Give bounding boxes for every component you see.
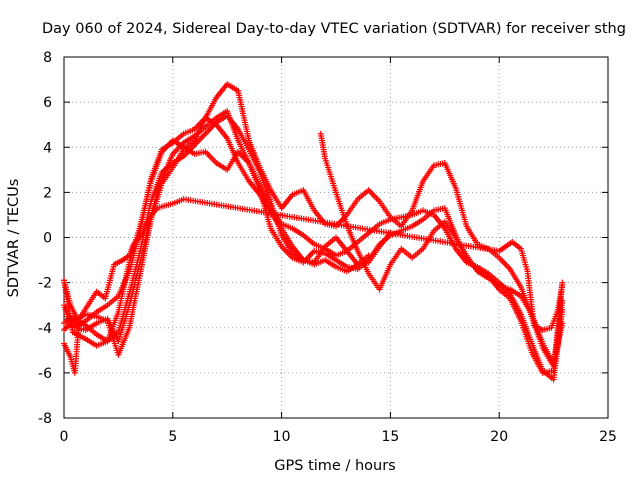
y-tick-label: -8 [38,411,52,427]
y-tick-label: 4 [43,140,52,156]
series-track-e [61,137,566,376]
y-tick-label: 6 [43,95,52,111]
x-axis-label: GPS time / hours [274,458,395,474]
data-point [559,281,566,288]
data-points [61,81,566,383]
y-tick-label: 2 [43,185,52,201]
x-tick-label: 10 [273,429,291,445]
x-tick-label: 25 [599,429,617,445]
y-axis-label: SDTVAR / TECUs [6,179,22,298]
chart-title: Day 060 of 2024, Sidereal Day-to-day VTE… [42,21,626,37]
y-tick-label: -4 [38,321,52,337]
x-tick-label: 20 [490,429,508,445]
y-tick-label: 0 [43,231,52,247]
y-tick-label: -6 [38,366,52,382]
tick-labels: 0 5 10 15 20 25 -8 -6 -4 -2 0 2 4 6 8 [38,50,617,445]
data-point [559,320,566,327]
y-tick-label: 8 [43,50,52,66]
x-tick-label: 5 [168,429,177,445]
x-tick-label: 0 [60,429,69,445]
y-tick-label: -2 [38,276,52,292]
x-tick-label: 15 [381,429,399,445]
series-track-c [61,81,566,370]
series-track-g [61,196,566,376]
